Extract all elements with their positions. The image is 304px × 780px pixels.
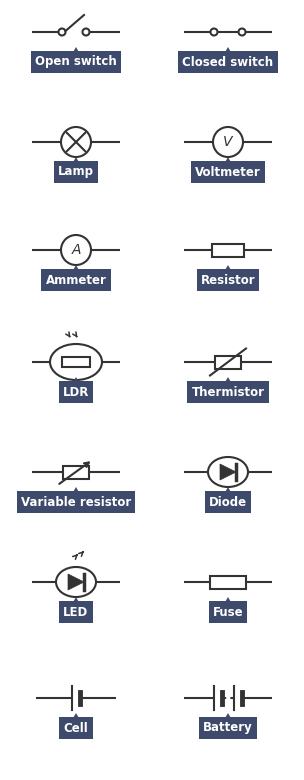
Bar xyxy=(63,466,89,478)
Polygon shape xyxy=(220,464,236,480)
Text: Diode: Diode xyxy=(209,495,247,509)
Polygon shape xyxy=(72,377,80,384)
Text: A: A xyxy=(71,243,81,257)
Polygon shape xyxy=(224,377,232,384)
Bar xyxy=(210,576,246,588)
Text: LED: LED xyxy=(63,605,89,619)
Text: Lamp: Lamp xyxy=(58,165,94,179)
Text: Cell: Cell xyxy=(64,722,88,735)
Polygon shape xyxy=(68,574,84,590)
Text: Variable resistor: Variable resistor xyxy=(21,495,131,509)
Bar xyxy=(212,243,244,257)
Text: LDR: LDR xyxy=(63,385,89,399)
Polygon shape xyxy=(72,265,80,272)
Polygon shape xyxy=(72,597,80,604)
Text: Resistor: Resistor xyxy=(201,274,255,286)
Text: Fuse: Fuse xyxy=(213,605,243,619)
Polygon shape xyxy=(224,597,232,604)
Polygon shape xyxy=(224,713,232,720)
Text: Voltmeter: Voltmeter xyxy=(195,165,261,179)
Text: Closed switch: Closed switch xyxy=(182,55,274,69)
Polygon shape xyxy=(72,487,80,494)
Text: Thermistor: Thermistor xyxy=(192,385,264,399)
Bar xyxy=(62,357,90,367)
Polygon shape xyxy=(72,157,80,164)
Polygon shape xyxy=(72,713,80,720)
Text: Battery: Battery xyxy=(203,722,253,735)
Text: Ammeter: Ammeter xyxy=(46,274,106,286)
Polygon shape xyxy=(224,265,232,272)
Polygon shape xyxy=(224,487,232,494)
Polygon shape xyxy=(224,47,232,54)
Text: Open switch: Open switch xyxy=(35,55,117,69)
Bar xyxy=(215,356,241,368)
Text: V: V xyxy=(223,136,233,150)
Polygon shape xyxy=(72,47,80,54)
Polygon shape xyxy=(224,157,232,164)
